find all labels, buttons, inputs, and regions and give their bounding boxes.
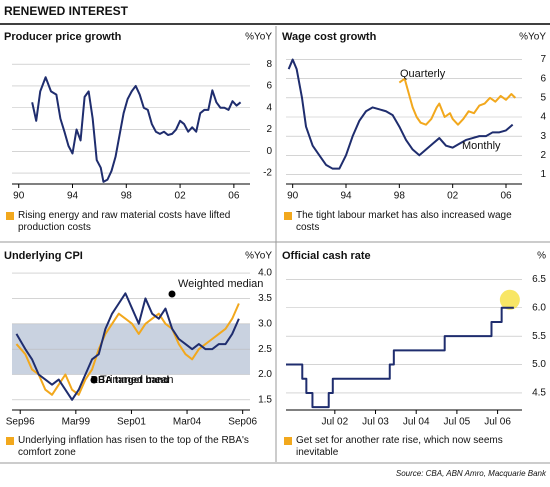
y-tick-label: 0 [266, 146, 272, 157]
chart-title: Underlying CPI [4, 250, 83, 262]
x-tick-label: 98 [394, 191, 406, 202]
y-tick-label: 3.5 [258, 293, 272, 304]
y-tick-label: 4.0 [258, 268, 272, 279]
series-line [287, 58, 514, 170]
x-tick-label: 06 [500, 191, 512, 202]
y-tick-label: 6 [540, 73, 546, 84]
y-tick-label: 2 [540, 150, 546, 161]
unit-label: %YoY [245, 32, 272, 43]
label-dot [168, 290, 176, 298]
series-line [398, 77, 517, 126]
x-tick-label: Jul 04 [403, 417, 430, 428]
y-tick-label: 1.5 [258, 394, 272, 405]
y-tick-label: 6.5 [532, 274, 546, 285]
y-tick-label: 2 [266, 124, 272, 135]
y-tick-label: -2 [263, 168, 272, 179]
series-label: Monthly [462, 140, 501, 152]
chart-title: Producer price growth [4, 31, 122, 43]
x-tick-label: 94 [67, 191, 79, 202]
caption: The tight labour market has also increas… [282, 210, 532, 234]
band-label: RBA target band [91, 375, 170, 386]
y-tick-label: 5 [540, 92, 546, 103]
series-line [31, 76, 242, 183]
label-dot [90, 376, 98, 384]
y-tick-label: 2.0 [258, 369, 272, 380]
series-label: Trimmed mean [100, 374, 174, 386]
y-tick-label: 5.5 [532, 331, 546, 342]
x-tick-label: Sep06 [228, 417, 257, 428]
y-tick-label: 8 [266, 59, 272, 70]
y-tick-label: 4.5 [532, 388, 546, 399]
series-line [286, 306, 514, 409]
x-tick-label: Jul 06 [484, 417, 511, 428]
header-title: RENEWED INTEREST [4, 4, 129, 18]
caption: Get set for another rate rise, which now… [282, 435, 532, 459]
y-tick-label: 5.0 [532, 359, 546, 370]
chart-title: Official cash rate [282, 250, 371, 262]
source: Source: CBA, ABN Amro, Macquarie Bank [396, 469, 547, 478]
unit-label: % [537, 251, 546, 262]
chart-title: Wage cost growth [282, 31, 377, 43]
y-tick-label: 1 [540, 169, 546, 180]
y-tick-label: 3 [540, 131, 546, 142]
x-tick-label: Mar04 [173, 417, 202, 428]
y-tick-label: 7 [540, 54, 546, 65]
x-tick-label: 02 [175, 191, 187, 202]
x-tick-label: Sep01 [117, 417, 146, 428]
x-tick-label: 90 [13, 191, 25, 202]
series-label: Weighted median [178, 278, 263, 290]
y-tick-label: 2.5 [258, 344, 272, 355]
y-tick-label: 6 [266, 81, 272, 92]
y-tick-label: 4 [266, 102, 272, 113]
x-tick-label: Mar99 [62, 417, 91, 428]
x-tick-label: 02 [447, 191, 459, 202]
x-tick-label: Sep96 [6, 417, 35, 428]
highlight [499, 289, 520, 310]
unit-label: %YoY [245, 251, 272, 262]
x-tick-label: 06 [228, 191, 240, 202]
x-tick-label: 94 [340, 191, 352, 202]
caption: Rising energy and raw material costs hav… [4, 210, 254, 234]
y-tick-label: 3.0 [258, 318, 272, 329]
series-line [15, 292, 240, 401]
x-tick-label: 90 [287, 191, 299, 202]
x-tick-label: Jul 02 [321, 417, 348, 428]
x-tick-label: Jul 05 [444, 417, 471, 428]
x-tick-label: 98 [121, 191, 133, 202]
caption: Underlying inflation has risen to the to… [4, 435, 254, 459]
y-tick-label: 4 [540, 112, 546, 123]
unit-label: %YoY [519, 32, 546, 43]
y-tick-label: 6.0 [532, 302, 546, 313]
series-label: Quarterly [400, 68, 446, 80]
x-tick-label: Jul 03 [362, 417, 389, 428]
